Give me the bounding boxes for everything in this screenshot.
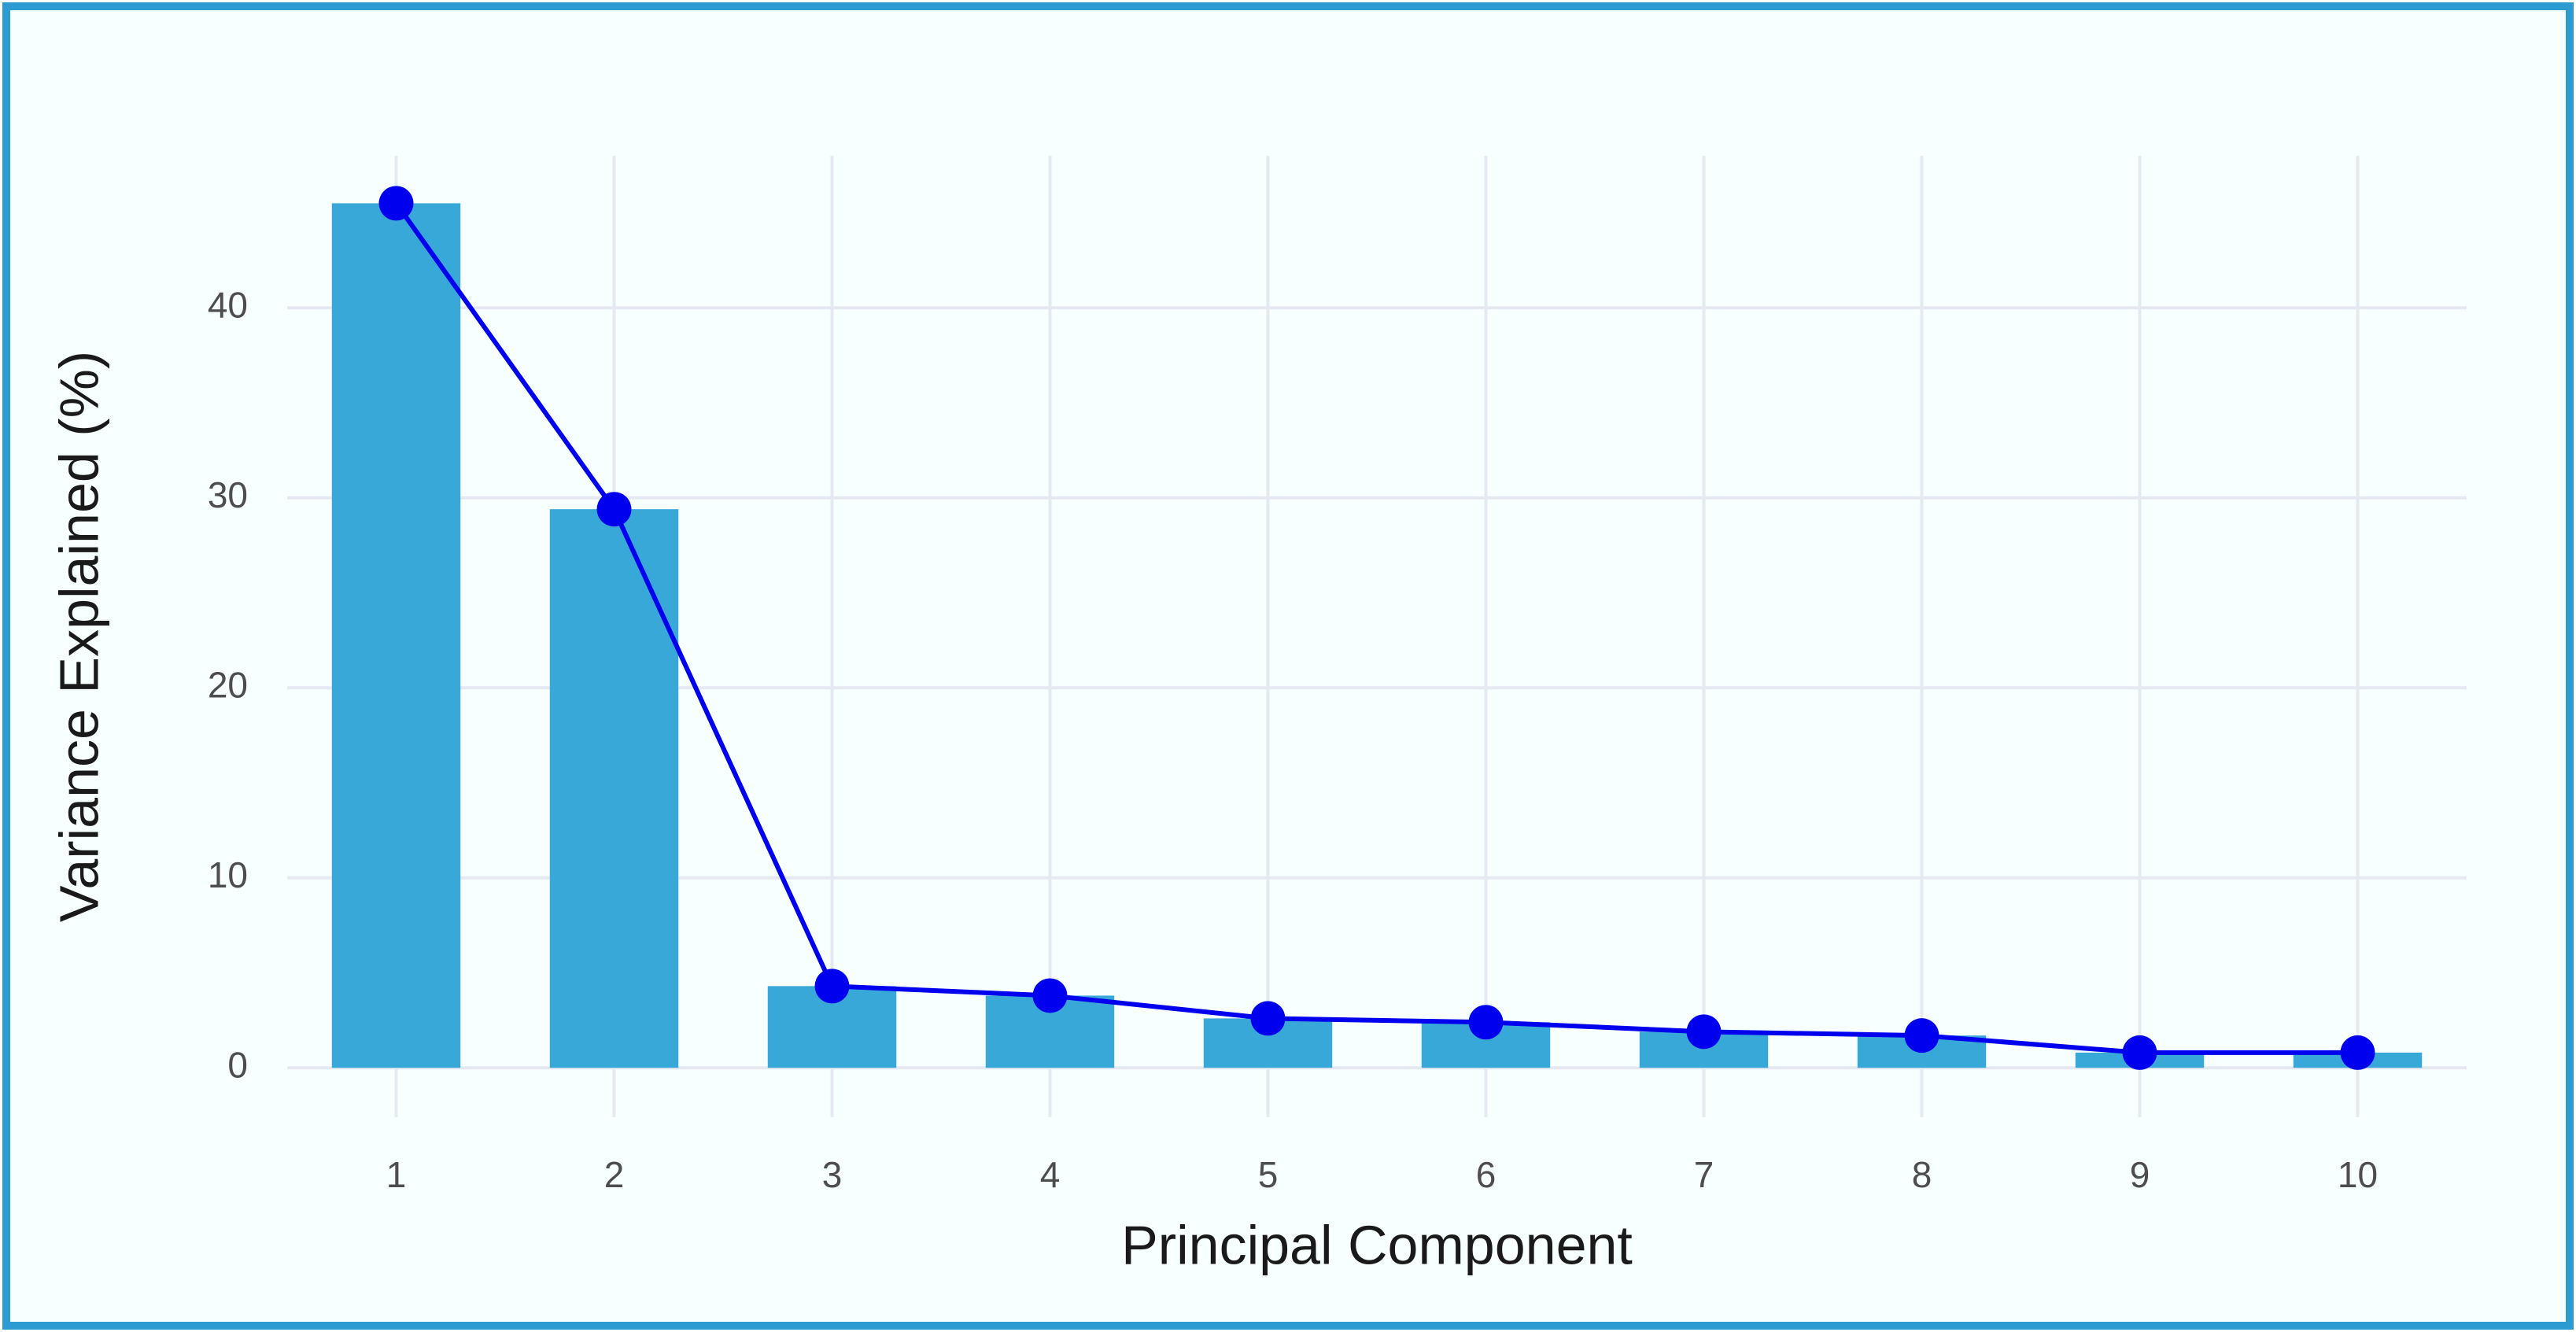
point [1904,1018,1939,1053]
point [1250,1001,1286,1036]
x-tick-label: 6 [1476,1154,1497,1195]
point [814,969,850,1004]
point [2340,1035,2375,1070]
x-tick-label: 9 [2130,1154,2150,1195]
point [1032,978,1068,1013]
y-tick-label: 20 [208,664,248,705]
line [394,201,2358,1055]
bar [549,509,679,1068]
x-tick-label: 4 [1040,1154,1061,1195]
x-axis-title: Principal Component [1121,1214,1633,1275]
x-tick-label: 2 [604,1154,625,1195]
x-tick-label: 3 [822,1154,843,1195]
bar [331,203,461,1068]
y-tick-label: 0 [227,1044,248,1085]
x-tick-label: 8 [1912,1154,1932,1195]
point [378,186,414,221]
x-tick-label: 1 [386,1154,407,1195]
marks [331,186,2423,1070]
x-tick-label: 7 [1694,1154,1714,1195]
y-tick-label: 10 [208,854,248,895]
point [1468,1005,1504,1040]
y-axis-title: Variance Explained (%) [48,351,109,922]
x-tick-label: 10 [2338,1154,2378,1195]
point [2122,1035,2157,1070]
y-tick-label: 40 [208,284,248,325]
x-tick-label: 5 [1258,1154,1279,1195]
point [1686,1014,1722,1050]
point [596,492,632,527]
y-tick-label: 30 [208,474,248,515]
